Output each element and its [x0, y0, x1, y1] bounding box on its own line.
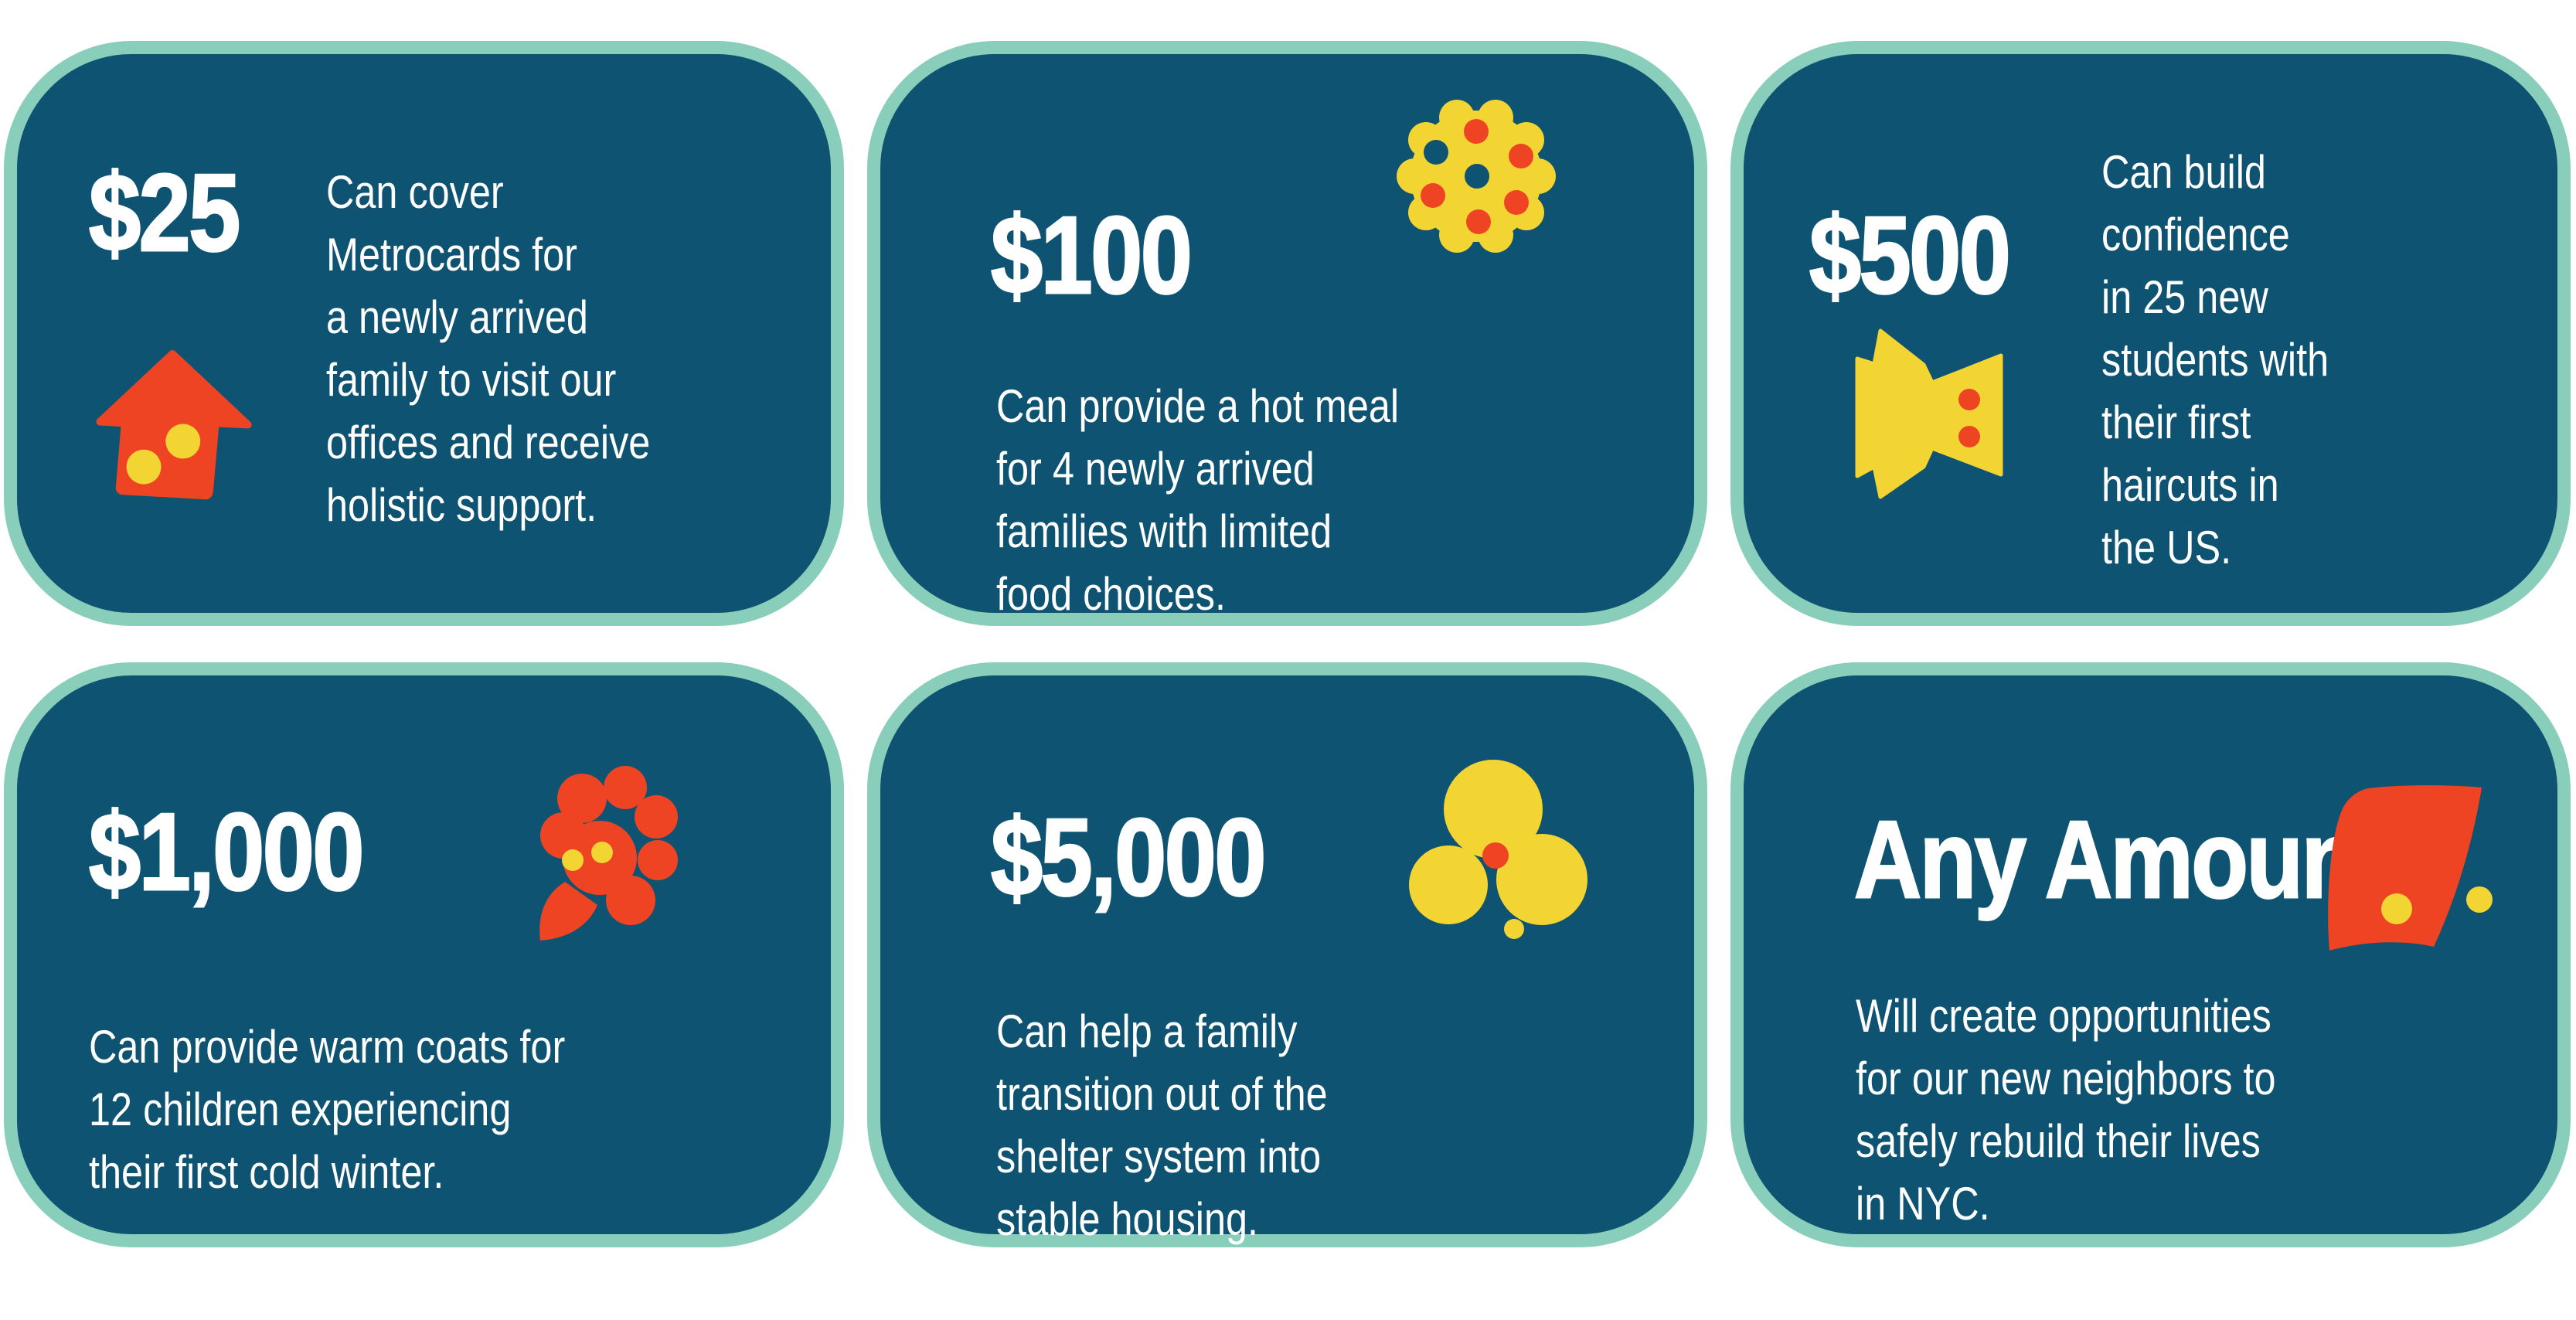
donation-amount: $5,000	[990, 796, 1268, 919]
bowtie-icon	[1855, 327, 2006, 501]
donation-description: Can cover Metrocards for a newly arrived…	[326, 166, 651, 531]
donation-description: Can build confidence in 25 new students …	[2101, 146, 2329, 573]
donation-description: Will create opportunities for our new ne…	[1856, 990, 2276, 1230]
donation-amount: $500	[1809, 194, 2012, 317]
donation-tier-card: Any Amount Will create opportunities for…	[1730, 662, 2571, 1247]
donation-tier-card: $25 Can cover Metrocards for a newly arr…	[4, 41, 844, 626]
arrow-up-icon	[93, 348, 259, 502]
donation-description: Can provide a hot meal for 4 newly arriv…	[996, 380, 1400, 620]
donation-tier-card: $1,000 Can provide warm coats for 12 chi…	[4, 662, 844, 1247]
donation-tier-card: $5,000 Can help a family transition out …	[867, 662, 1707, 1247]
donation-description: Can provide warm coats for 12 children e…	[89, 1021, 566, 1198]
donation-tier-card: $500 Can build confidence in 25 new stud…	[1730, 41, 2571, 626]
cookie-icon	[1395, 97, 1557, 257]
donation-amount: Any Amount	[1853, 798, 2389, 921]
donation-amount: $1,000	[88, 791, 366, 913]
donation-tier-card: $100 Can provide a hot meal for 4 newly …	[867, 41, 1707, 626]
clover-icon	[1404, 754, 1590, 968]
flag-icon	[2323, 784, 2501, 954]
donation-amount: $25	[88, 151, 242, 274]
donation-amount: $100	[990, 194, 1193, 317]
coral-leaf-icon	[526, 761, 682, 947]
donation-description: Can help a family transition out of the …	[996, 1005, 1328, 1245]
